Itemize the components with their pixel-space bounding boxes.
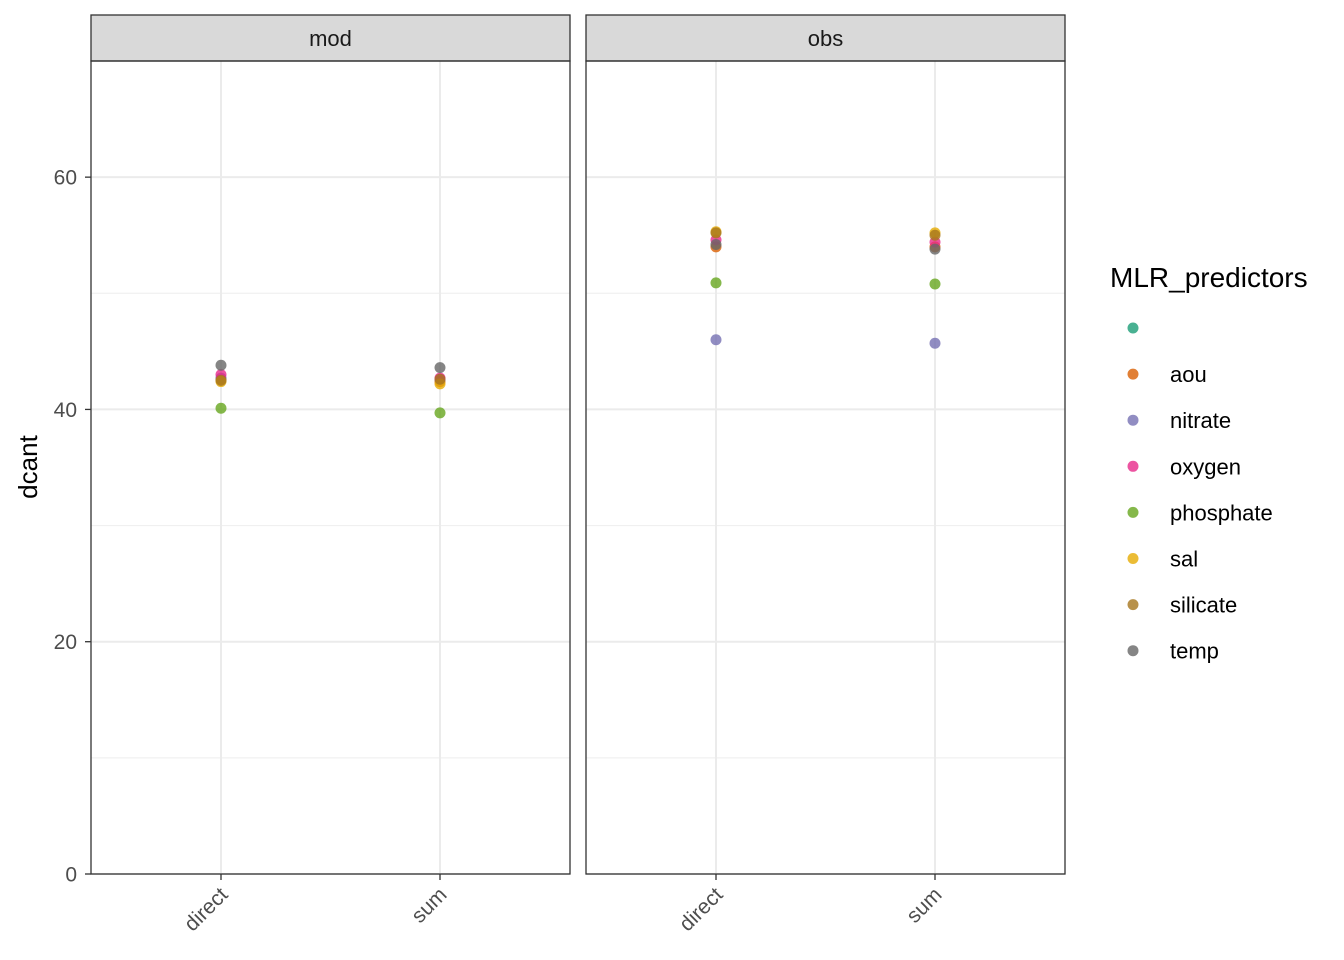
legend-item: sal: [1127, 547, 1198, 572]
legend-item: nitrate: [1127, 408, 1231, 433]
y-tick-label: 60: [54, 167, 77, 190]
points-obs: [710, 226, 941, 349]
legend-label: oxygen: [1170, 454, 1241, 479]
y-axis-label: dcant: [13, 434, 43, 498]
data-point-temp-sum: [434, 362, 446, 374]
legend-label: phosphate: [1170, 500, 1273, 525]
facet-panel-obs: obs direct sum: [585, 14, 1066, 936]
data-point-phosphate-direct: [710, 277, 722, 289]
legend-label: temp: [1170, 639, 1219, 664]
legend-key: [1127, 599, 1139, 611]
panel-border: [90, 60, 571, 875]
facet-strip-label: obs: [808, 26, 843, 51]
legend-key: [1127, 553, 1139, 564]
data-point-nitrate-sum: [929, 337, 941, 349]
data-point-temp-direct: [710, 239, 722, 251]
panel-border: [585, 60, 1066, 875]
data-point-silicate-direct: [215, 374, 227, 386]
facet-panels: mod direct sum obs direct sum: [90, 14, 1066, 936]
legend-label: silicate: [1170, 593, 1237, 618]
data-point-silicate-sum: [434, 373, 446, 385]
y-tick-label: 0: [65, 864, 77, 887]
panel-background: [91, 61, 570, 874]
x-tick-label: sum: [407, 883, 451, 927]
data-point-temp-sum: [929, 243, 941, 255]
data-point-nitrate-direct: [710, 334, 722, 346]
legend-item: [1127, 322, 1139, 334]
legend-key: [1127, 460, 1139, 472]
legend-label: aou: [1170, 362, 1207, 387]
facet-strip: [90, 14, 571, 62]
x-tick-label: direct: [675, 883, 728, 936]
panel-background: [586, 61, 1065, 874]
y-axis: 0 20 40 60: [54, 167, 91, 887]
legend-key: [1127, 322, 1139, 334]
legend-label: nitrate: [1170, 408, 1231, 433]
y-tick-label: 40: [54, 399, 77, 422]
facet-panel-mod: mod direct sum: [90, 14, 571, 936]
x-tick-label: direct: [180, 883, 233, 936]
data-point-silicate-direct: [710, 227, 722, 239]
data-point-phosphate-sum: [434, 407, 446, 419]
legend-item: phosphate: [1127, 500, 1273, 525]
x-tick-label: sum: [902, 883, 946, 927]
legend-key: [1127, 506, 1139, 518]
legend-key: [1127, 645, 1139, 657]
y-tick-label: 20: [54, 631, 77, 654]
legend-item: aou: [1127, 362, 1207, 387]
facet-strip: [585, 14, 1066, 62]
legend-title: MLR_predictors: [1110, 262, 1308, 293]
legend-label: sal: [1170, 547, 1198, 572]
data-point-temp-direct: [215, 359, 227, 371]
points-mod: [215, 359, 446, 419]
legend: MLR_predictors aou nitrate oxygen phosphate…: [1110, 262, 1308, 664]
data-point-silicate-sum: [929, 229, 941, 241]
facet-strip-label: mod: [309, 26, 352, 51]
legend-key: [1127, 368, 1139, 380]
legend-key: [1127, 414, 1139, 426]
data-point-phosphate-sum: [929, 278, 941, 290]
legend-item: oxygen: [1127, 454, 1241, 479]
data-point-phosphate-direct: [215, 402, 227, 414]
legend-item: silicate: [1127, 593, 1237, 618]
legend-item: temp: [1127, 639, 1219, 664]
